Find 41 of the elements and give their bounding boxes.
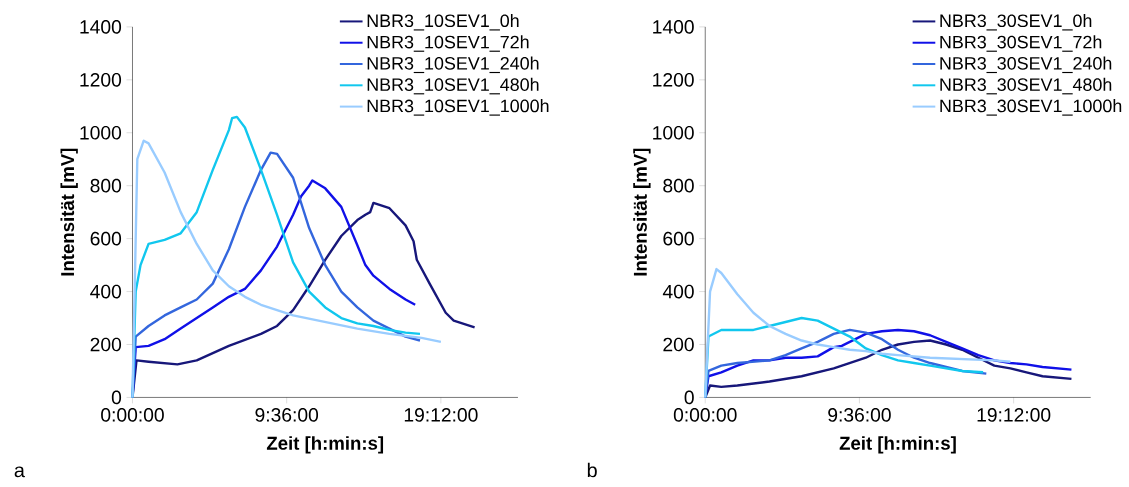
x-tick-label: 19:12:00 — [977, 408, 1051, 422]
x-tick-label: 19:12:00 — [404, 408, 478, 422]
y-tick-label: 600 — [663, 231, 694, 246]
legend-label: NBR3_30SEV1_240h — [940, 56, 1112, 74]
x-tick-label: 0:00:00 — [101, 408, 164, 422]
y-tick-label: 1200 — [653, 72, 694, 87]
y-axis-title: Intensität [mV] — [633, 148, 651, 276]
y-tick-label: 200 — [663, 337, 694, 352]
x-axis-title: Zeit [h:min:s] — [266, 436, 384, 454]
legend-label: NBR3_30SEV1_480h — [940, 77, 1112, 95]
line-series — [704, 339, 1073, 399]
y-tick-label: 0 — [684, 390, 694, 405]
y-tick-label: 1200 — [80, 72, 122, 87]
y-tick-label: 400 — [662, 284, 694, 299]
legend-label: NBR3_10SEV1_480h — [367, 77, 539, 95]
legend-label: NBR3_30SEV1_0h — [940, 13, 1092, 31]
y-tick-label: 600 — [90, 231, 122, 246]
legend-label: NBR3_10SEV1_72h — [367, 35, 529, 52]
legend-label: NBR3_10SEV1_240h — [367, 56, 539, 74]
legend-label: NBR3_30SEV1_72h — [940, 35, 1102, 52]
text: a — [14, 466, 25, 478]
y-tick-label: 0 — [111, 390, 122, 405]
y-axis-title: Intensität [mV] — [60, 148, 78, 276]
legend-label: NBR3_30SEV1_1000h — [940, 99, 1122, 116]
line-series — [131, 201, 476, 399]
x-tick-label: 9:36:00 — [255, 408, 319, 422]
y-tick-label: 1000 — [653, 125, 694, 140]
y-tick-label: 1400 — [80, 20, 122, 34]
x-axis-title: Zeit [h:min:s] — [839, 436, 956, 454]
x-tick-label: 9:36:00 — [828, 408, 891, 422]
y-tick-label: 200 — [90, 337, 122, 352]
y-tick-label: 400 — [90, 284, 122, 299]
legend-label: NBR3_10SEV1_1000h — [367, 99, 549, 116]
legend-label: NBR3_10SEV1_0h — [367, 13, 519, 31]
line-series — [704, 328, 988, 399]
text: b — [587, 462, 597, 478]
y-tick-label: 1400 — [653, 20, 694, 34]
y-tick-label: 800 — [663, 178, 694, 193]
x-tick-label: 0:00:00 — [673, 408, 737, 422]
y-tick-label: 1000 — [80, 125, 122, 140]
y-tick-label: 800 — [90, 178, 122, 193]
